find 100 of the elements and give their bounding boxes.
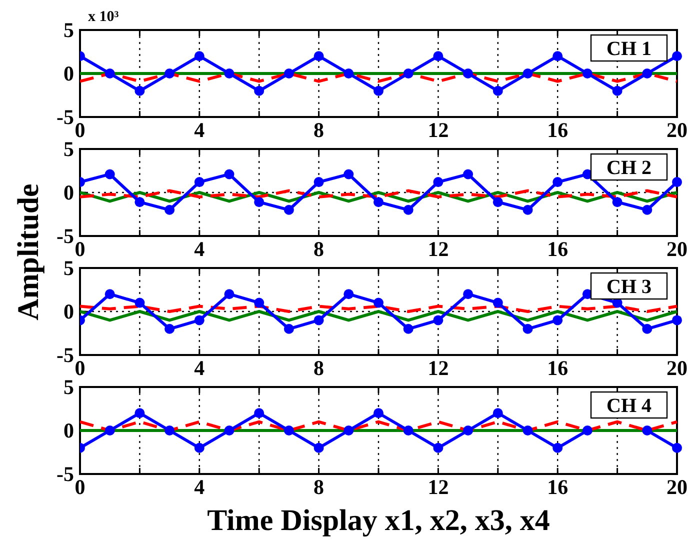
point <box>552 177 563 188</box>
x-tick-label: 20 <box>666 237 688 261</box>
x-tick-label: 20 <box>666 118 688 142</box>
point <box>672 51 682 62</box>
point <box>344 68 354 78</box>
point <box>612 86 622 96</box>
point <box>403 324 414 334</box>
point <box>522 204 533 215</box>
point <box>134 298 145 308</box>
point <box>492 197 503 208</box>
x-tick-label: 4 <box>194 237 206 261</box>
point <box>672 442 682 453</box>
y-axis-title: Amplitude <box>12 184 45 320</box>
annotation: CH 3 <box>606 276 652 298</box>
point <box>522 68 533 78</box>
x-tick-label: 8 <box>314 356 324 380</box>
x-tick-label: 16 <box>547 237 568 261</box>
point <box>284 324 294 334</box>
point <box>134 408 145 418</box>
point <box>224 68 234 78</box>
y-tick-label: -5 <box>56 343 74 367</box>
point <box>672 177 682 188</box>
y-tick-label: 0 <box>64 180 74 204</box>
point <box>344 426 354 436</box>
point <box>254 408 264 418</box>
x-tick-label: 12 <box>428 237 449 261</box>
x-tick-label: 16 <box>547 118 568 142</box>
point <box>522 324 533 334</box>
point <box>194 177 204 188</box>
annotation: CH 2 <box>606 157 652 179</box>
point <box>463 289 474 300</box>
x-tick-label: 12 <box>428 475 449 499</box>
x-axis-title: Time Display x1, x2, x3, x4 <box>207 504 550 537</box>
point <box>314 442 324 453</box>
point <box>433 51 444 62</box>
point <box>433 177 444 188</box>
point <box>522 426 533 436</box>
point <box>642 204 652 215</box>
point <box>134 86 145 96</box>
point <box>344 289 354 300</box>
point <box>104 426 115 436</box>
x-tick-label: 16 <box>547 475 568 499</box>
point <box>134 197 145 208</box>
point <box>642 426 652 436</box>
point <box>552 51 563 62</box>
point <box>224 289 234 300</box>
y-tick-label: 0 <box>64 300 74 324</box>
y-tick-label: -5 <box>56 105 74 129</box>
y-tick-label: 5 <box>64 18 74 42</box>
y-tick-label: 0 <box>64 62 74 86</box>
x-tick-label: 8 <box>314 118 324 142</box>
point <box>164 204 175 215</box>
point <box>492 408 503 418</box>
x-tick-label: 16 <box>547 356 568 380</box>
text: x 10³ <box>88 9 120 25</box>
y-tick-label: 0 <box>64 418 74 442</box>
x-tick-label: 12 <box>428 356 449 380</box>
point <box>463 169 474 180</box>
point <box>224 426 234 436</box>
point <box>284 426 294 436</box>
x-tick-label: 20 <box>666 475 688 499</box>
annotation: CH 1 <box>606 38 652 60</box>
point <box>463 426 474 436</box>
point <box>582 426 592 436</box>
point <box>314 51 324 62</box>
point <box>254 298 264 308</box>
point <box>492 86 503 96</box>
point <box>374 197 384 208</box>
x-tick-label: 8 <box>314 475 324 499</box>
y-tick-label: 5 <box>64 375 74 399</box>
point <box>403 426 414 436</box>
point <box>492 298 503 308</box>
point <box>582 68 592 78</box>
y-tick-label: -5 <box>56 462 74 486</box>
point <box>104 169 115 180</box>
annotation: CH 4 <box>606 395 652 417</box>
point <box>672 315 682 326</box>
point <box>642 324 652 334</box>
point <box>642 68 652 78</box>
point <box>194 51 204 62</box>
point <box>403 68 414 78</box>
point <box>104 289 115 300</box>
point <box>164 426 175 436</box>
point <box>254 197 264 208</box>
point <box>284 204 294 215</box>
point <box>552 315 563 326</box>
point <box>374 298 384 308</box>
point <box>314 315 324 326</box>
point <box>374 86 384 96</box>
x-tick-label: 12 <box>428 118 449 142</box>
x-tick-label: 20 <box>666 356 688 380</box>
point <box>254 86 264 96</box>
y-tick-label: 5 <box>64 137 74 161</box>
point <box>194 442 204 453</box>
point <box>164 68 175 78</box>
point <box>314 177 324 188</box>
point <box>374 408 384 418</box>
point <box>164 324 175 334</box>
point <box>344 169 354 180</box>
y-tick-label: -5 <box>56 224 74 248</box>
